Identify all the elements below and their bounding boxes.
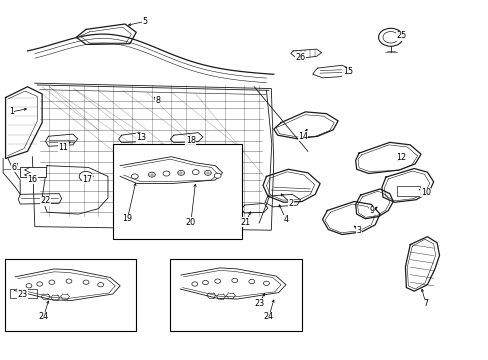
Text: 11: 11 xyxy=(58,143,68,152)
Circle shape xyxy=(214,173,221,178)
Circle shape xyxy=(79,171,93,181)
Bar xyxy=(4,259,136,330)
Circle shape xyxy=(83,280,89,284)
Circle shape xyxy=(248,279,254,284)
Text: 20: 20 xyxy=(185,218,196,227)
Circle shape xyxy=(231,278,237,283)
Bar xyxy=(113,144,242,239)
Circle shape xyxy=(177,170,184,175)
Circle shape xyxy=(148,172,155,177)
Circle shape xyxy=(37,282,42,286)
Circle shape xyxy=(49,280,55,284)
Text: 15: 15 xyxy=(342,67,352,76)
Bar xyxy=(10,289,37,298)
Text: 21: 21 xyxy=(240,218,250,227)
Text: 5: 5 xyxy=(142,17,147,26)
Text: 19: 19 xyxy=(122,214,132,223)
Circle shape xyxy=(263,281,269,285)
Circle shape xyxy=(192,170,199,175)
Text: 6: 6 xyxy=(12,163,17,172)
Text: 23: 23 xyxy=(254,298,264,307)
Circle shape xyxy=(214,279,220,283)
Circle shape xyxy=(66,279,72,283)
Circle shape xyxy=(98,283,103,287)
Text: 24: 24 xyxy=(264,312,273,321)
Text: 1: 1 xyxy=(9,107,14,116)
Circle shape xyxy=(202,280,208,285)
Text: 26: 26 xyxy=(294,53,305,62)
Text: 9: 9 xyxy=(369,206,374,215)
Text: 18: 18 xyxy=(185,136,196,145)
Text: 4: 4 xyxy=(283,215,288,224)
Circle shape xyxy=(26,284,32,288)
Bar xyxy=(170,259,302,330)
Text: 16: 16 xyxy=(27,175,37,184)
Circle shape xyxy=(378,28,402,46)
Text: 12: 12 xyxy=(396,153,406,162)
Text: 7: 7 xyxy=(423,299,427,308)
Text: 25: 25 xyxy=(396,31,406,40)
Text: 2: 2 xyxy=(287,199,293,208)
Circle shape xyxy=(163,171,169,176)
Text: 24: 24 xyxy=(39,312,49,321)
Circle shape xyxy=(382,32,398,43)
Circle shape xyxy=(131,174,138,179)
Text: 17: 17 xyxy=(82,175,92,184)
Text: 22: 22 xyxy=(41,196,51,205)
Bar xyxy=(396,186,419,196)
Bar xyxy=(20,167,45,177)
Text: 10: 10 xyxy=(420,188,430,197)
Text: 14: 14 xyxy=(297,132,307,141)
Text: 8: 8 xyxy=(155,96,160,105)
Circle shape xyxy=(191,282,197,286)
Circle shape xyxy=(204,170,211,175)
Text: 3: 3 xyxy=(356,226,361,235)
Text: 23: 23 xyxy=(18,289,28,298)
Text: 13: 13 xyxy=(136,133,146,142)
